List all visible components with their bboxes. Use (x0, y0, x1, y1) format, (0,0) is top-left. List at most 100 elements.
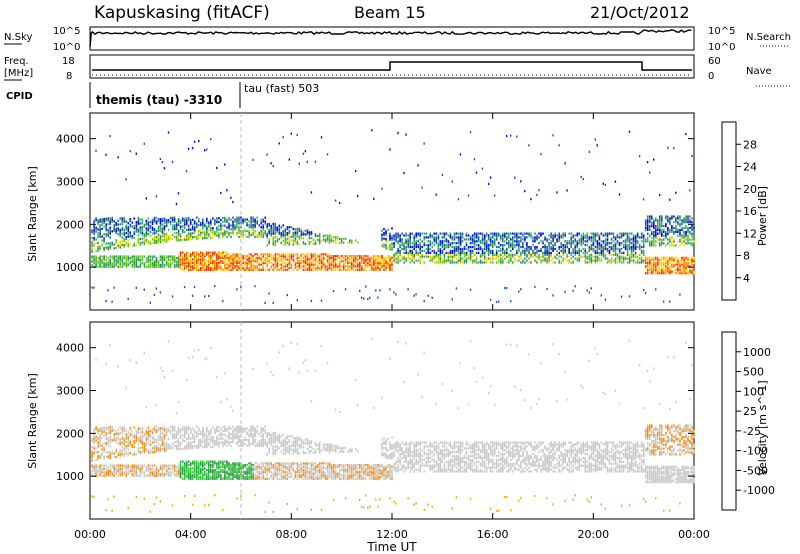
power-pixel (276, 268, 279, 271)
power-pixel (208, 256, 210, 259)
power-pixel (308, 263, 311, 266)
power-pixel (411, 249, 413, 252)
power-pixel (155, 220, 158, 223)
velocity-pixel (163, 464, 166, 467)
velocity-pixel (111, 466, 113, 469)
velocity-pixel (200, 472, 202, 475)
power-pixel (399, 251, 401, 254)
power-pixel (437, 238, 440, 241)
velocity-pixel (155, 450, 158, 453)
power-pixel (530, 246, 532, 249)
power-pixel (457, 238, 460, 241)
velocity-pixel (123, 464, 126, 467)
power-pixel (308, 268, 311, 271)
power-pixel (653, 158, 655, 161)
power-pixel (657, 236, 659, 239)
power-pixel (338, 255, 341, 258)
power-pixel (224, 163, 226, 166)
power-pixel (395, 232, 397, 235)
velocity-pixel (212, 437, 214, 441)
power-pixel (91, 237, 93, 240)
power-pixel (173, 224, 176, 227)
velocity-pixel (191, 462, 194, 465)
power-pixel (103, 217, 105, 221)
power-pixel (288, 256, 291, 259)
velocity-pixel (198, 427, 200, 430)
power-pixel (441, 246, 444, 249)
power-pixel (540, 255, 542, 258)
power-pixel (238, 260, 240, 263)
power-pixel (644, 265, 647, 268)
power-pixel (568, 240, 570, 243)
power-pixel (453, 238, 456, 241)
velocity-pixel (129, 444, 132, 447)
velocity-pixel (117, 436, 119, 439)
velocity-pixel (198, 442, 200, 445)
power-pixel (220, 251, 222, 254)
power-pixel (129, 262, 132, 265)
velocity-pixel (191, 427, 194, 430)
power-pixel (230, 256, 232, 259)
power-pixel (157, 225, 160, 229)
power-pixel (498, 253, 500, 256)
velocity-pixel (91, 446, 93, 449)
power-pixel (644, 226, 647, 230)
power-pixel (550, 232, 552, 235)
velocity-pixel (216, 443, 218, 446)
power-pixel (198, 260, 200, 263)
velocity-pixel (153, 439, 156, 442)
velocity-pixel (123, 443, 126, 446)
velocity-pixel (183, 439, 186, 443)
power-pixel (175, 260, 178, 263)
power-pixel (649, 258, 651, 261)
velocity-pixel (216, 472, 218, 475)
power-pixel (330, 255, 333, 258)
power-pixel (155, 239, 158, 242)
power-pixel (504, 286, 506, 290)
power-pixel (328, 265, 331, 268)
power-pixel (622, 255, 625, 258)
power-pixel (91, 286, 93, 289)
velocity-pixel (119, 474, 121, 477)
power-pixel (236, 216, 238, 219)
velocity-pixel (147, 434, 150, 437)
power-pixel (681, 268, 683, 271)
power-pixel (413, 242, 415, 245)
power-pixel (498, 255, 500, 258)
power-pixel (159, 239, 162, 242)
power-pixel (210, 268, 212, 271)
velocity-pixel (187, 467, 190, 470)
power-pixel (534, 240, 536, 243)
power-pixel (264, 232, 266, 235)
power-pixel (204, 268, 206, 271)
power-pixel (123, 220, 126, 223)
power-pixel (181, 251, 184, 254)
velocity-pixel (179, 469, 182, 472)
velocity-pixel (159, 500, 162, 503)
velocity-pixel (177, 471, 180, 474)
power-pixel (238, 216, 240, 219)
power-pixel (421, 253, 423, 256)
power-pixel (689, 265, 691, 268)
power-pixel (296, 241, 299, 244)
power-pixel (187, 217, 190, 220)
velocity-pixel (204, 464, 206, 467)
power-pixel (683, 234, 685, 237)
velocity-pixel (200, 438, 202, 441)
power-pixel (361, 258, 363, 261)
power-pixel (163, 238, 166, 241)
power-pixel (326, 258, 329, 261)
power-pixel (632, 249, 635, 252)
power-pixel (314, 233, 317, 236)
power-pixel (383, 228, 385, 231)
velocity-pixel (139, 452, 142, 455)
power-pixel (240, 222, 242, 225)
power-pixel (538, 236, 540, 239)
power-pixel (560, 261, 562, 264)
power-pixel (127, 229, 130, 232)
velocity-pixel (202, 477, 204, 480)
power-pixel (669, 270, 671, 273)
power-pixel (443, 246, 446, 249)
power-pixel (214, 232, 216, 235)
power-pixel (312, 265, 315, 268)
